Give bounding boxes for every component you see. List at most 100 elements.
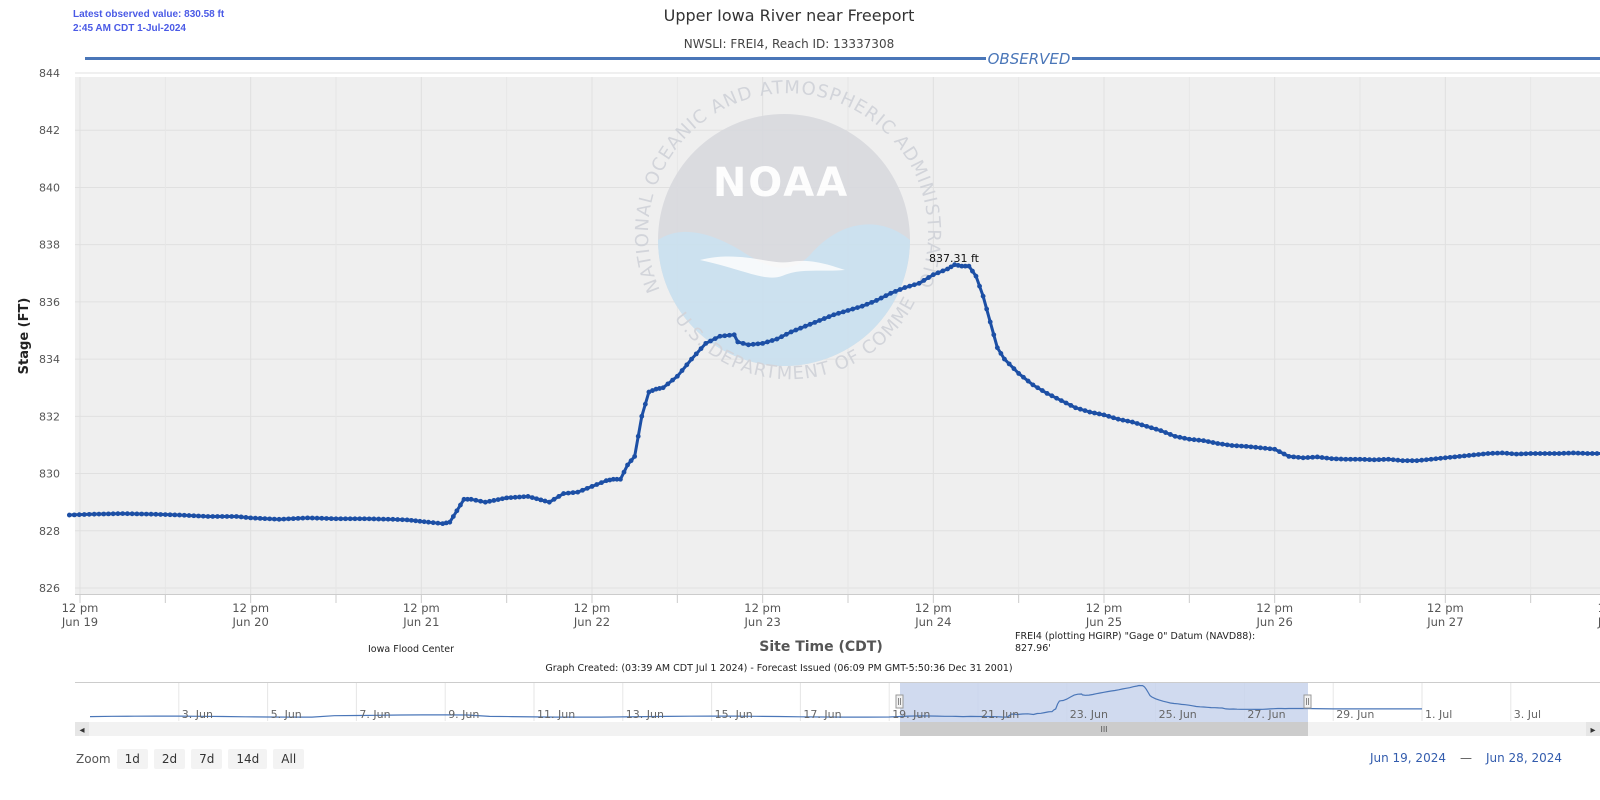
data-point bbox=[529, 495, 535, 500]
data-point bbox=[1082, 408, 1088, 414]
data-point bbox=[1186, 436, 1192, 442]
data-point bbox=[1442, 455, 1448, 461]
data-point bbox=[628, 458, 634, 464]
data-point bbox=[1386, 456, 1391, 462]
data-point bbox=[1253, 444, 1259, 450]
y-tick-label: 826 bbox=[39, 582, 60, 595]
data-point bbox=[267, 516, 273, 522]
data-point bbox=[381, 516, 386, 522]
data-point bbox=[570, 490, 576, 496]
zoom-label: Zoom bbox=[76, 752, 111, 766]
data-point bbox=[343, 516, 348, 522]
data-point bbox=[542, 498, 548, 504]
data-point bbox=[186, 513, 192, 518]
scrollbar-track[interactable] bbox=[75, 722, 1600, 736]
data-point bbox=[607, 477, 613, 483]
navigator-handle-right[interactable] bbox=[1303, 694, 1312, 709]
data-point bbox=[717, 333, 723, 339]
data-point bbox=[1314, 454, 1320, 460]
data-point bbox=[508, 495, 514, 500]
data-point bbox=[793, 327, 799, 333]
data-point bbox=[1499, 450, 1505, 456]
data-point bbox=[512, 494, 518, 500]
data-point bbox=[966, 263, 972, 269]
data-point bbox=[229, 514, 235, 519]
data-point bbox=[538, 497, 544, 503]
data-point bbox=[1177, 434, 1183, 440]
data-point bbox=[435, 520, 441, 526]
data-point bbox=[980, 293, 986, 299]
zoom-all-button[interactable]: All bbox=[273, 749, 305, 769]
grid-lines bbox=[75, 72, 1600, 594]
data-point bbox=[352, 516, 358, 522]
navigator-handle-left[interactable] bbox=[895, 694, 904, 709]
x-tick-label-time: 12 pm bbox=[1256, 601, 1293, 615]
data-point bbox=[603, 478, 609, 484]
data-point bbox=[1466, 453, 1472, 458]
data-point bbox=[1106, 413, 1112, 419]
chart-subtitle: NWSLI: FREI4, Reach ID: 13337308 bbox=[684, 37, 894, 51]
y-tick-label: 832 bbox=[39, 410, 60, 423]
data-point bbox=[1367, 457, 1372, 463]
data-point bbox=[684, 362, 690, 368]
data-point bbox=[930, 272, 936, 278]
x-tick-label-date: Jun 27 bbox=[1426, 615, 1463, 629]
data-point bbox=[962, 263, 968, 269]
data-point bbox=[517, 494, 522, 500]
observed-series bbox=[66, 262, 1600, 527]
data-point bbox=[1438, 455, 1443, 461]
zoom-14d-button[interactable]: 14d bbox=[228, 749, 268, 769]
data-point bbox=[855, 305, 860, 311]
data-point bbox=[1205, 439, 1211, 445]
data-point bbox=[1428, 456, 1434, 462]
data-point bbox=[1348, 456, 1353, 462]
data-point bbox=[1058, 398, 1064, 403]
x-tick-label-date: Jun 20 bbox=[232, 615, 269, 629]
navigator-date-label: 15. Jun bbox=[715, 708, 753, 721]
data-point bbox=[1258, 445, 1263, 451]
observed-label: OBSERVED bbox=[988, 50, 1071, 68]
data-point bbox=[883, 293, 889, 299]
range-dash: — bbox=[1459, 751, 1472, 765]
data-point bbox=[404, 517, 410, 523]
data-point bbox=[1589, 451, 1595, 456]
data-point bbox=[257, 515, 263, 521]
data-point bbox=[703, 340, 709, 346]
data-point bbox=[1518, 451, 1524, 457]
data-point bbox=[271, 516, 277, 522]
data-point bbox=[994, 345, 1000, 351]
scrollbar-thumb[interactable] bbox=[900, 722, 1308, 736]
data-point bbox=[1310, 454, 1315, 460]
data-point bbox=[893, 288, 898, 294]
data-point bbox=[1239, 443, 1244, 449]
data-point bbox=[1533, 451, 1538, 456]
data-point bbox=[689, 356, 694, 362]
navigator-date-label: 27. Jun bbox=[1247, 708, 1285, 721]
scroll-right-button[interactable] bbox=[1586, 722, 1600, 736]
data-point bbox=[134, 511, 140, 517]
x-tick-label-date: Jun 26 bbox=[1256, 615, 1293, 629]
scroll-left-button[interactable] bbox=[75, 722, 89, 736]
data-point bbox=[817, 318, 822, 323]
data-point bbox=[760, 340, 766, 346]
data-point bbox=[281, 516, 287, 522]
data-point bbox=[907, 283, 913, 289]
data-point bbox=[125, 511, 130, 517]
data-point bbox=[491, 498, 497, 503]
zoom-2d-button[interactable]: 2d bbox=[153, 749, 186, 769]
data-point bbox=[1542, 451, 1548, 456]
range-from-input[interactable]: Jun 19, 2024 bbox=[1369, 751, 1446, 765]
zoom-1d-button[interactable]: 1d bbox=[116, 749, 148, 769]
zoom-7d-button[interactable]: 7d bbox=[191, 749, 223, 769]
navigator[interactable]: 3. Jun 5. Jun 7. Jun 9. Jun 11. Jun 13. Jun 15… bbox=[75, 682, 1600, 737]
data-point bbox=[458, 502, 463, 508]
data-point bbox=[1281, 451, 1287, 457]
data-point bbox=[955, 263, 961, 268]
data-point bbox=[1039, 388, 1045, 393]
data-point bbox=[897, 287, 903, 292]
range-to-input[interactable]: Jun 28, 2024 bbox=[1485, 751, 1562, 765]
data-point bbox=[594, 482, 600, 487]
navigator-labels: 3. Jun 5. Jun 7. Jun 9. Jun 11. Jun 13. Jun 15… bbox=[182, 708, 1541, 721]
data-point bbox=[81, 512, 87, 517]
data-point bbox=[196, 513, 201, 519]
